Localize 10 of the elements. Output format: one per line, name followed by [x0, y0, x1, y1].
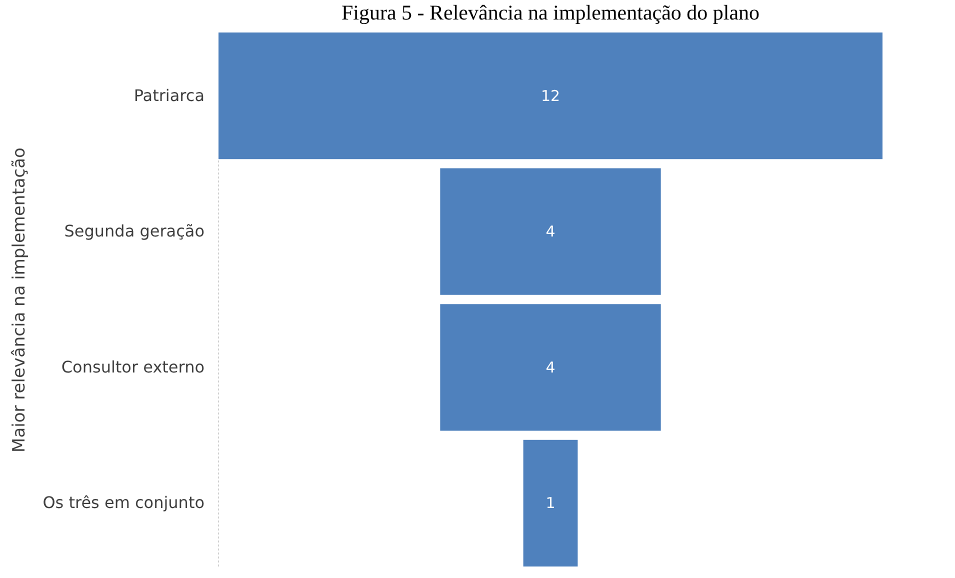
data-label: 1 [546, 494, 556, 512]
data-label: 12 [540, 86, 560, 105]
text: Figura 5 - Relevância na implementação do plano [341, 0, 760, 24]
text: Maior relevância na implementação [10, 148, 30, 452]
category-label: Patriarca [134, 86, 204, 105]
category-label: Segunda geração [64, 222, 204, 241]
category-label: Consultor externo [61, 357, 204, 376]
data-label: 4 [546, 222, 556, 241]
category-label: Os três em conjunto [42, 493, 204, 512]
data-label: 4 [546, 358, 556, 376]
